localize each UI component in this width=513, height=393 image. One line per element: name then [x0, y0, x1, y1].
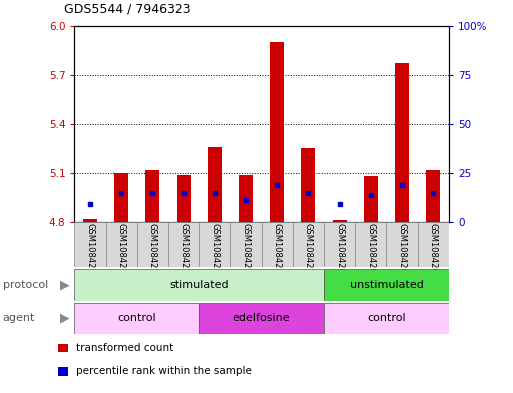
Bar	[355, 222, 386, 267]
Text: transformed count: transformed count	[75, 343, 173, 353]
Text: unstimulated: unstimulated	[349, 280, 423, 290]
Text: control: control	[117, 313, 156, 323]
Bar	[324, 222, 355, 267]
Text: ▶: ▶	[61, 278, 70, 292]
Text: GSM1084273: GSM1084273	[116, 223, 126, 279]
Text: GDS5544 / 7946323: GDS5544 / 7946323	[64, 3, 191, 16]
Bar	[426, 170, 440, 222]
Text: GSM1084263: GSM1084263	[429, 223, 438, 279]
Bar	[58, 343, 68, 352]
Bar	[83, 219, 97, 222]
Bar	[137, 222, 168, 267]
Bar	[176, 174, 191, 222]
Text: GSM1084262: GSM1084262	[398, 223, 407, 279]
Bar	[418, 222, 449, 267]
Text: GSM1084272: GSM1084272	[86, 223, 94, 279]
Text: GSM1084275: GSM1084275	[179, 223, 188, 279]
Bar	[106, 222, 137, 267]
Bar	[324, 303, 449, 334]
Bar	[145, 170, 160, 222]
Bar	[395, 63, 409, 222]
Text: percentile rank within the sample: percentile rank within the sample	[75, 366, 251, 376]
Bar	[74, 222, 106, 267]
Bar	[293, 222, 324, 267]
Text: GSM1084276: GSM1084276	[210, 223, 220, 279]
Text: GSM1084277: GSM1084277	[242, 223, 250, 279]
Bar	[262, 222, 293, 267]
Text: GSM1084274: GSM1084274	[148, 223, 157, 279]
Bar	[332, 220, 347, 222]
Bar	[74, 269, 324, 301]
Text: control: control	[367, 313, 406, 323]
Text: edelfosine: edelfosine	[233, 313, 290, 323]
Bar	[208, 147, 222, 222]
Bar	[114, 173, 128, 222]
Text: GSM1084260: GSM1084260	[335, 223, 344, 279]
Bar	[364, 176, 378, 222]
Bar	[168, 222, 199, 267]
Bar	[270, 42, 284, 222]
Text: ▶: ▶	[61, 312, 70, 325]
Bar	[199, 222, 230, 267]
Bar	[324, 269, 449, 301]
Bar	[239, 175, 253, 222]
Text: GSM1084278: GSM1084278	[273, 223, 282, 279]
Bar	[302, 148, 315, 222]
Bar	[199, 303, 324, 334]
Bar	[230, 222, 262, 267]
Text: agent: agent	[3, 313, 35, 323]
Text: protocol: protocol	[3, 280, 48, 290]
Bar	[386, 222, 418, 267]
Text: GSM1084261: GSM1084261	[366, 223, 376, 279]
Bar	[58, 367, 68, 376]
Bar	[74, 303, 199, 334]
Text: GSM1084279: GSM1084279	[304, 223, 313, 279]
Text: stimulated: stimulated	[169, 280, 229, 290]
